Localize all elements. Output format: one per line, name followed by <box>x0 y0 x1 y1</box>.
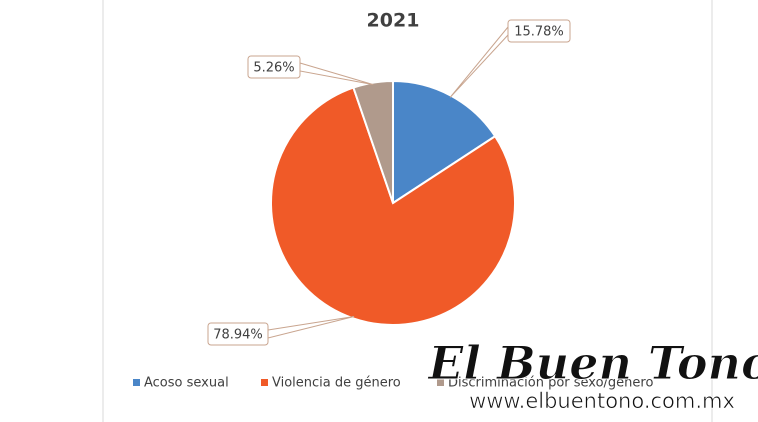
legend-label: Violencia de género <box>272 376 401 391</box>
legend-label: Discriminación por sexo/género <box>448 376 653 391</box>
data-label: 78.94% <box>213 328 263 343</box>
legend: Acoso sexual Violencia de género Discrimin… <box>133 376 653 391</box>
label-box <box>507 19 571 43</box>
legend-swatch <box>437 379 444 386</box>
watermark-logo: El Buen Tono <box>426 336 758 390</box>
pie-slice <box>270 86 516 326</box>
label-box <box>247 55 301 79</box>
data-label: 15.78% <box>514 25 564 40</box>
label-box <box>207 322 269 346</box>
legend-label: Acoso sexual <box>144 376 229 391</box>
legend-swatch <box>133 379 140 386</box>
pie-slice <box>352 79 394 204</box>
pie <box>270 79 516 326</box>
legend-swatch <box>261 379 268 386</box>
data-label: 5.26% <box>253 61 294 76</box>
data-labels: 15.78% 78.94% 5.26% <box>207 19 571 346</box>
chart-title: 2021 <box>367 10 420 32</box>
watermark-url: www.elbuentono.com.mx <box>469 389 735 413</box>
